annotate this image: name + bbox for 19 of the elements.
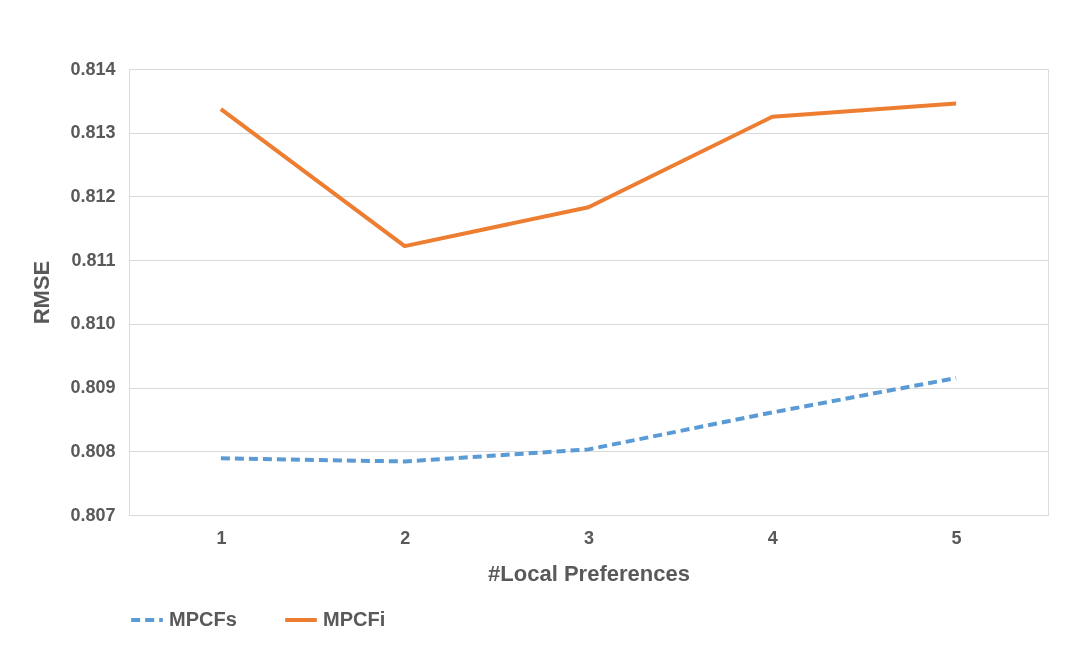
y-tick-label: 0.813 [70,122,116,143]
legend-label: MPCFs [169,608,237,630]
y-tick-label: 0.812 [70,185,116,206]
y-axis-title: RMSE [29,260,55,325]
y-tick-label: 0.807 [70,504,116,525]
y-tick-label: 0.808 [70,440,116,461]
x-tick-label: 4 [767,527,778,548]
x-tick-label: 5 [951,527,962,548]
y-tick-label: 0.811 [71,249,116,270]
x-tick-label: 2 [400,527,411,548]
line-series [218,376,959,464]
x-axis-title: #Local Preferences [488,560,690,586]
y-tick-label: 0.810 [70,313,116,334]
legend-label: MPCFi [323,608,386,630]
line-series [218,101,959,249]
y-tick-label: 0.809 [70,377,116,398]
x-tick-label: 1 [216,527,227,548]
y-tick-label: 0.814 [70,58,116,79]
x-tick-label: 3 [583,527,595,548]
